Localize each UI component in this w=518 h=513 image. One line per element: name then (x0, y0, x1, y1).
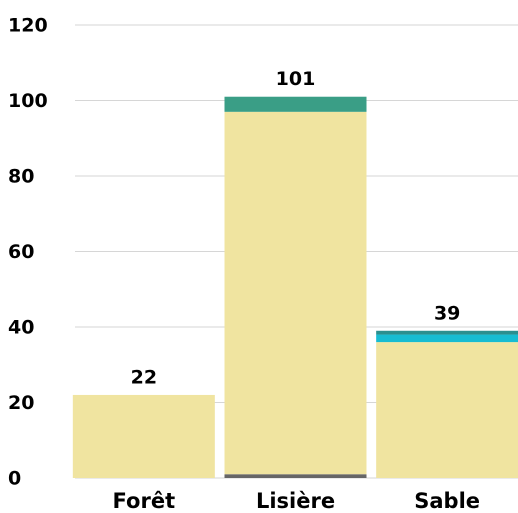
bar-segment (376, 334, 518, 343)
bar-segment (376, 342, 518, 478)
total-label: 22 (131, 366, 157, 388)
x-tick-label: Forêt (113, 489, 176, 513)
y-tick-label: 100 (8, 90, 48, 112)
bar-segment (224, 96, 367, 112)
bar-segment (224, 474, 367, 478)
y-tick-label: 60 (8, 241, 34, 263)
y-tick-label: 40 (8, 317, 34, 339)
total-label: 101 (276, 68, 316, 90)
bar-segment (72, 394, 215, 478)
x-tick-label: Lisière (256, 489, 335, 513)
bar-segment (224, 111, 367, 475)
y-tick-label: 20 (8, 392, 34, 414)
x-tick-label: Sable (414, 489, 480, 513)
y-tick-label: 0 (8, 468, 21, 490)
y-tick-label: 80 (8, 166, 34, 188)
y-tick-label: 120 (8, 15, 48, 37)
bar-segment (376, 330, 518, 335)
total-label: 39 (434, 302, 460, 324)
